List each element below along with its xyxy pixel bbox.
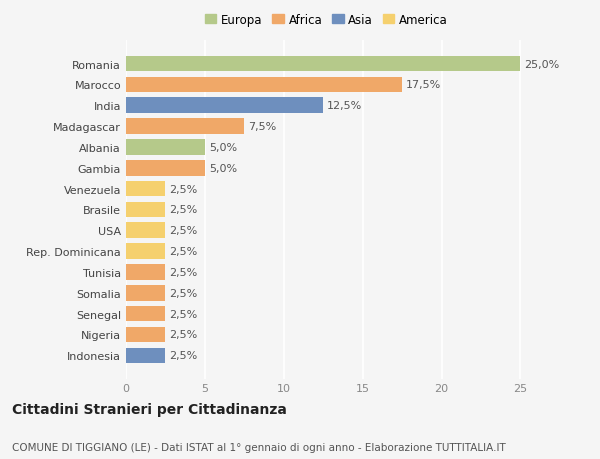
Bar [126, 202, 166, 218]
Text: 2,5%: 2,5% [169, 246, 197, 257]
Text: 2,5%: 2,5% [169, 288, 197, 298]
Bar [126, 327, 166, 342]
Bar [126, 306, 166, 322]
Text: 2,5%: 2,5% [169, 309, 197, 319]
Bar [126, 119, 244, 134]
Bar [126, 56, 520, 72]
Bar [126, 244, 166, 259]
Bar [126, 78, 402, 93]
Text: 12,5%: 12,5% [327, 101, 362, 111]
Bar [126, 285, 166, 301]
Text: COMUNE DI TIGGIANO (LE) - Dati ISTAT al 1° gennaio di ogni anno - Elaborazione T: COMUNE DI TIGGIANO (LE) - Dati ISTAT al … [12, 442, 506, 452]
Text: 2,5%: 2,5% [169, 330, 197, 340]
Text: 2,5%: 2,5% [169, 226, 197, 236]
Text: 5,0%: 5,0% [209, 143, 237, 152]
Bar [126, 98, 323, 114]
Text: 2,5%: 2,5% [169, 205, 197, 215]
Legend: Europa, Africa, Asia, America: Europa, Africa, Asia, America [201, 10, 451, 30]
Text: 2,5%: 2,5% [169, 268, 197, 277]
Text: Cittadini Stranieri per Cittadinanza: Cittadini Stranieri per Cittadinanza [12, 402, 287, 416]
Bar [126, 140, 205, 156]
Text: 2,5%: 2,5% [169, 184, 197, 194]
Bar [126, 161, 205, 176]
Bar [126, 348, 166, 364]
Text: 7,5%: 7,5% [248, 122, 277, 132]
Text: 2,5%: 2,5% [169, 351, 197, 360]
Text: 17,5%: 17,5% [406, 80, 442, 90]
Text: 5,0%: 5,0% [209, 163, 237, 174]
Bar [126, 181, 166, 197]
Bar [126, 223, 166, 239]
Text: 25,0%: 25,0% [524, 60, 560, 69]
Bar [126, 264, 166, 280]
